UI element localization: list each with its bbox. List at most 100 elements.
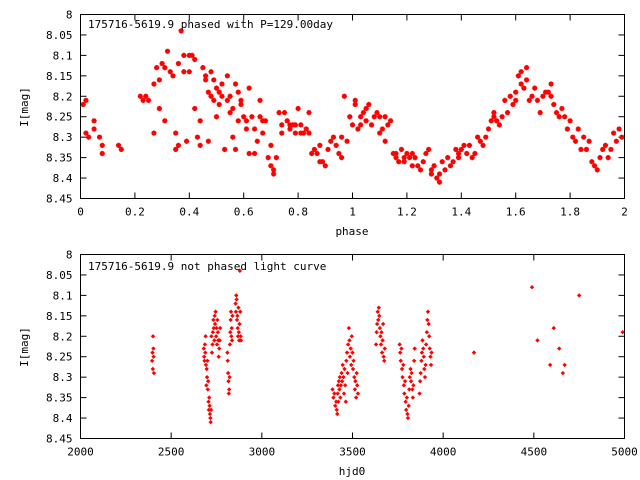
bottom-data-point <box>212 313 217 319</box>
bottom-data-point <box>343 399 348 404</box>
top-data-point <box>578 146 584 153</box>
top-data-point <box>564 126 570 132</box>
bottom-data-point <box>150 334 156 339</box>
bottom-data-point <box>335 391 340 396</box>
top-data-point <box>597 155 603 161</box>
bottom-data-point <box>374 329 379 335</box>
top-data-point <box>529 93 535 99</box>
bottom-data-point <box>425 317 430 323</box>
bottom-data-point <box>331 395 336 400</box>
bottom-data-point <box>410 395 416 400</box>
top-x-tick-label: 1.8 <box>560 206 580 219</box>
top-data-point <box>183 138 190 144</box>
top-y-tick-label: 8.2 <box>53 90 73 103</box>
bottom-chart-title: 175716-5619.9 not phased light curve <box>88 260 326 273</box>
bottom-data-point <box>349 334 354 339</box>
bottom-data-point <box>407 387 412 392</box>
bottom-y-tick-label: 8.35 <box>46 392 73 405</box>
top-x-tick-label: 1.2 <box>397 206 417 219</box>
top-data-point <box>537 110 543 116</box>
top-data-point <box>494 118 500 124</box>
bottom-data-point <box>410 387 415 392</box>
top-y-tick-label: 8.35 <box>46 152 73 165</box>
top-data-point <box>181 69 187 75</box>
bottom-data-point <box>378 342 384 347</box>
top-data-point <box>363 118 369 124</box>
top-data-point <box>458 146 464 153</box>
bottom-data-point <box>355 391 361 396</box>
top-data-point <box>594 167 600 173</box>
bottom-axes: 2000 2500 3000 3500 4000 4500 5000 8 8.05 8.1 8.15… <box>46 249 638 459</box>
top-data-point <box>583 146 590 153</box>
bottom-data-point <box>402 379 408 384</box>
top-data-point <box>358 122 364 128</box>
top-y-tick-label: 8.1 <box>53 49 73 62</box>
top-data-point <box>249 114 255 120</box>
top-data-point <box>417 167 424 173</box>
top-data-point <box>173 146 179 153</box>
bottom-data-point <box>408 379 414 384</box>
top-data-point <box>298 122 304 128</box>
top-data-point <box>235 89 241 95</box>
top-data-point <box>317 142 323 148</box>
bottom-data-point <box>215 317 220 323</box>
top-data-point <box>91 118 97 124</box>
bottom-data-point <box>230 313 235 319</box>
bottom-data-point <box>330 387 335 392</box>
top-data-point <box>409 163 415 169</box>
top-chart-title: 175716-5619.9 phased with P=129.00day <box>88 18 333 31</box>
top-data-point <box>238 101 244 108</box>
bottom-data-point <box>421 354 426 359</box>
bottom-data-point <box>399 366 405 372</box>
top-data-point <box>436 171 443 177</box>
bottom-data-point <box>211 325 216 331</box>
top-data-point <box>428 171 434 177</box>
bottom-data-point <box>225 350 230 355</box>
bottom-data-point <box>349 362 354 368</box>
bottom-data-point <box>338 383 344 388</box>
bottom-data-point <box>417 391 422 396</box>
top-data-point <box>513 97 519 103</box>
bottom-data-point <box>347 354 353 359</box>
top-data-point <box>415 163 421 169</box>
top-data-point <box>224 97 230 103</box>
bottom-data-point <box>212 321 218 327</box>
top-data-point <box>398 146 405 153</box>
top-data-point <box>197 142 203 148</box>
top-data-point <box>235 118 241 124</box>
bottom-data-point <box>214 325 219 331</box>
top-data-point <box>556 114 562 120</box>
top-data-point <box>227 93 233 99</box>
bottom-data-point <box>379 329 384 335</box>
top-data-point <box>151 130 157 136</box>
top-y-tick-label: 8 <box>66 9 73 22</box>
bottom-data-point <box>203 334 208 339</box>
top-data-point <box>548 93 554 99</box>
top-data-point <box>143 93 149 99</box>
top-data-point <box>339 155 345 161</box>
top-data-point <box>341 93 347 99</box>
bottom-data-point <box>207 395 212 400</box>
top-data-point <box>273 155 279 161</box>
top-data-point <box>145 97 152 103</box>
bottom-data-point <box>375 309 380 314</box>
top-data-point <box>420 159 426 165</box>
bottom-data-point <box>217 325 223 331</box>
top-y-tick-label: 8.05 <box>46 29 73 42</box>
top-data-point <box>502 97 508 103</box>
bottom-data-point <box>351 358 356 364</box>
top-data-point <box>251 126 258 132</box>
phased-light-curve-chart: 0 0.2 0.4 0.6 0.8 1 1.2 1.4 1.6 1.8 2 8 8.05 8.1 8.15 8… <box>18 9 628 239</box>
top-data-point <box>230 134 236 140</box>
top-data-point <box>428 167 434 173</box>
bottom-data-point <box>234 293 239 298</box>
top-data-point <box>545 89 551 95</box>
bottom-data-point <box>205 358 210 364</box>
top-data-point <box>426 146 432 153</box>
bottom-data-point <box>343 383 348 388</box>
top-data-points <box>80 28 625 185</box>
top-data-point <box>154 65 160 71</box>
bottom-data-point <box>237 268 243 274</box>
top-data-point <box>115 142 122 148</box>
top-data-point <box>469 155 475 161</box>
